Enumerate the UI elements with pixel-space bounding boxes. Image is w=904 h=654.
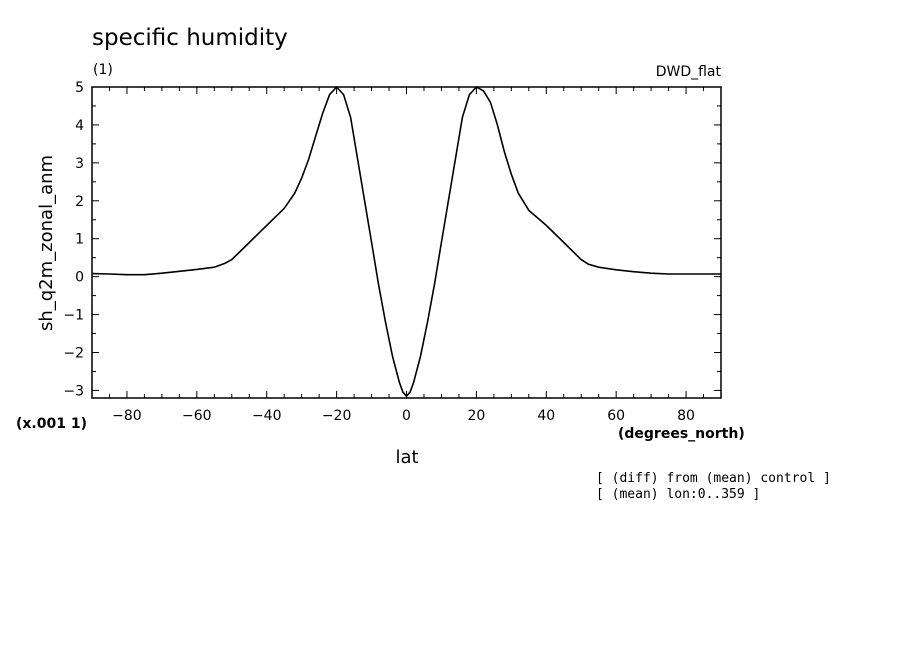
x-axis: −80 −60 −40 −20 0 20 40 60 80 <box>91 87 722 424</box>
y-tick-label: 4 <box>75 118 84 134</box>
y-scale-note: (x.001 1) <box>16 416 87 432</box>
y-axis-label: sh_q2m_zonal_anm <box>36 155 57 331</box>
x-tick-label: −60 <box>182 408 212 424</box>
x-tick-label: 60 <box>607 408 625 424</box>
series-line <box>91 85 721 398</box>
y-tick-label: −1 <box>63 308 84 324</box>
chart-title: specific humidity <box>92 25 288 51</box>
y-tick-label: −3 <box>63 383 84 399</box>
x-tick-label: 40 <box>537 408 555 424</box>
chart-subtitle: (1) <box>93 62 113 78</box>
x-tick-label: −20 <box>322 408 352 424</box>
y-tick-label: −2 <box>63 345 84 361</box>
plot-frame <box>91 86 722 399</box>
y-axis: −3 −2 −1 0 1 2 3 4 5 <box>63 80 721 399</box>
y-tick-label: 5 <box>75 80 84 96</box>
annotation-mean: [ (mean) lon:0..359 ] <box>596 487 760 502</box>
x-axis-label: lat <box>395 447 418 468</box>
dataset-label: DWD_flat <box>656 64 722 80</box>
x-tick-label: −80 <box>112 408 142 424</box>
x-tick-label: 0 <box>402 408 411 424</box>
x-units-label: (degrees_north) <box>618 426 745 442</box>
y-tick-label: 2 <box>75 194 84 210</box>
y-tick-label: 3 <box>75 156 84 172</box>
x-tick-label: 80 <box>677 408 695 424</box>
annotation-diff: [ (diff) from (mean) control ] <box>596 471 831 486</box>
y-tick-label: 0 <box>75 270 84 286</box>
x-tick-label: 20 <box>467 408 485 424</box>
x-tick-label: −40 <box>252 408 282 424</box>
y-tick-label: 1 <box>75 232 84 248</box>
